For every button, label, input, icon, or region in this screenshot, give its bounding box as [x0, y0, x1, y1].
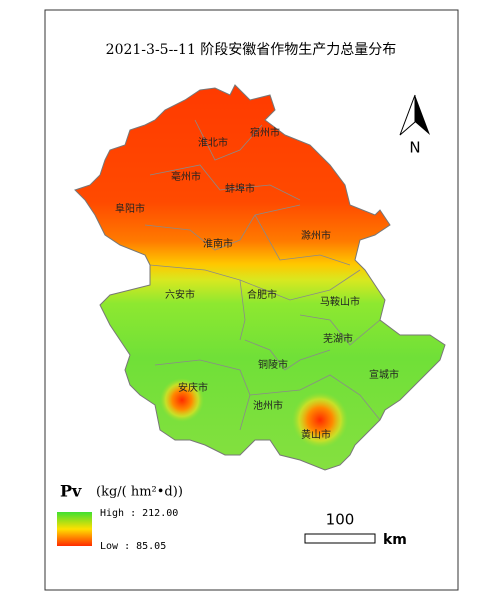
- north-arrow: N: [399, 94, 430, 157]
- legend-low: Low : 85.05: [100, 541, 166, 552]
- city-label: 合肥市: [247, 288, 277, 301]
- city-label: 池州市: [253, 399, 283, 412]
- scale-bar: [304, 533, 376, 544]
- legend-title: Pv: [60, 482, 82, 501]
- city-label: 芜湖市: [323, 332, 353, 345]
- legend-ramp: [57, 512, 92, 546]
- productivity-surface: [75, 85, 445, 470]
- city-label: 马鞍山市: [320, 295, 360, 308]
- city-label: 蚌埠市: [225, 182, 255, 195]
- city-label: 铜陵市: [258, 358, 288, 371]
- scale-distance: 100: [326, 511, 355, 529]
- hotspot: [292, 392, 348, 448]
- city-label: 亳州市: [171, 170, 201, 183]
- city-label: 淮南市: [203, 237, 233, 250]
- province-map: [75, 85, 445, 470]
- city-label: 安庆市: [178, 381, 208, 394]
- legend-high: High : 212.00: [100, 508, 178, 519]
- city-label: 六安市: [165, 288, 195, 301]
- frame: [44, 9, 459, 591]
- city-label: 宣城市: [369, 368, 399, 381]
- city-label: 淮北市: [198, 136, 228, 149]
- map-title: 2021-3-5--11 阶段安徽省作物生产力总量分布: [106, 42, 397, 58]
- city-label: 阜阳市: [115, 202, 145, 215]
- city-label: 宿州市: [250, 126, 280, 139]
- north-label: N: [409, 139, 420, 157]
- district-borders: [144, 119, 381, 431]
- city-label: 滁州市: [301, 229, 331, 242]
- hotspot: [160, 378, 204, 422]
- scale-unit: km: [383, 532, 407, 548]
- city-label: 黄山市: [301, 428, 331, 441]
- legend-unit: (kg/( hm²•d)): [96, 485, 183, 500]
